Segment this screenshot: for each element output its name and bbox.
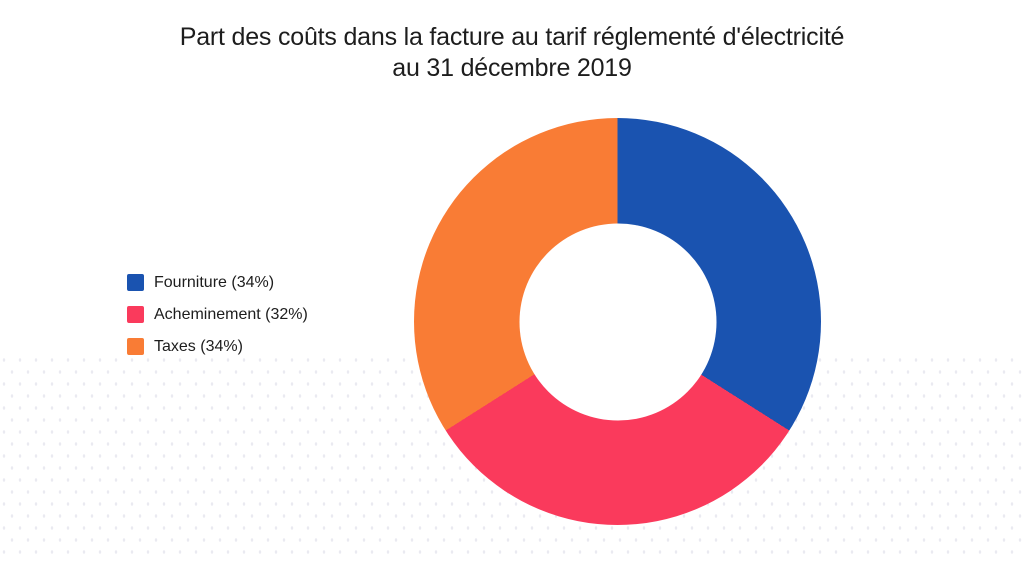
legend-label-acheminement: Acheminement (32%) [154, 306, 308, 323]
legend: Fourniture (34%) Acheminement (32%) Taxe… [127, 274, 308, 355]
donut-hole [519, 223, 716, 420]
legend-swatch-taxes [127, 338, 144, 355]
legend-item-taxes[interactable]: Taxes (34%) [127, 338, 308, 355]
chart-title-line2: au 31 décembre 2019 [392, 54, 632, 82]
legend-label-taxes: Taxes (34%) [154, 338, 243, 355]
legend-swatch-fourniture [127, 274, 144, 291]
legend-label-fourniture: Fourniture (34%) [154, 274, 275, 291]
legend-item-acheminement[interactable]: Acheminement (32%) [127, 306, 308, 323]
chart-title-line1: Part des coûts dans la facture au tarif … [179, 23, 845, 51]
legend-item-fourniture[interactable]: Fourniture (34%) [127, 274, 308, 291]
legend-swatch-acheminement [127, 306, 144, 323]
chart-title: Part des coûts dans la facture au tarif … [0, 22, 1024, 84]
donut-chart[interactable] [414, 118, 821, 525]
